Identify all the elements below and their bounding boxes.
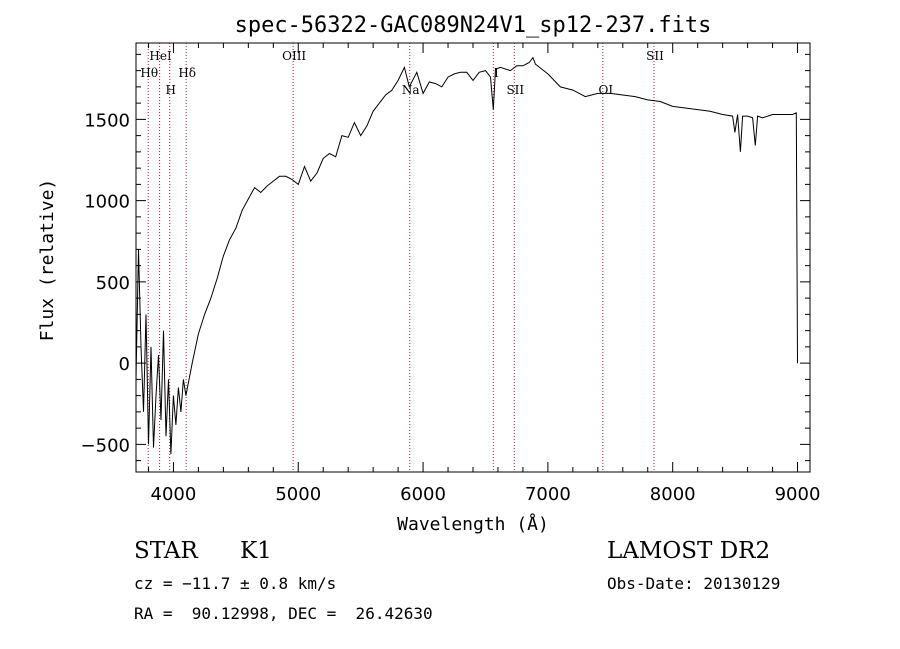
line-marker-label: Hδ — [178, 66, 196, 80]
line-marker-label: SII — [646, 49, 664, 63]
y-axis-label: Flux (relative) — [37, 179, 58, 342]
survey-label: LAMOST DR2 — [607, 538, 771, 564]
line-marker-label: HeI — [149, 49, 172, 63]
line-marker-label: Hθ — [140, 66, 158, 80]
line-marker-label: Na — [402, 83, 420, 97]
x-tick-label: 6000 — [400, 484, 446, 505]
y-tick-label: 1000 — [84, 192, 130, 213]
x-tick-label: 7000 — [525, 484, 571, 505]
line-marker-label: OI — [599, 83, 614, 97]
radec-text: RA = 90.12998, DEC = 26.42630 — [134, 604, 433, 623]
y-tick-label: 500 — [96, 273, 130, 294]
x-tick-label: 5000 — [275, 484, 321, 505]
line-marker-label: OIII — [282, 49, 306, 63]
x-tick-label: 9000 — [775, 484, 821, 505]
y-tick-label: 0 — [119, 354, 130, 375]
object-class: STAR — [134, 538, 198, 564]
redshift-text: cz = −11.7 ± 0.8 km/s — [134, 574, 337, 593]
x-tick-label: 4000 — [151, 484, 197, 505]
line-marker-label: H — [165, 83, 175, 97]
x-axis-label: Wavelength (Å) — [397, 513, 549, 535]
line-marker-label: SII — [506, 83, 524, 97]
chart-title: spec-56322-GAC089N24V1_sp12-237.fits — [235, 13, 712, 38]
obs-date-text: Obs-Date: 20130129 — [607, 574, 781, 593]
line-marker-label: I — [494, 66, 499, 80]
plot-frame — [135, 42, 811, 473]
y-tick-label: −500 — [81, 435, 130, 456]
y-tick-label: 1500 — [84, 110, 130, 131]
spectral-line-markers: Hθ HeI HHδ OIII Na SII SII I OI — [140, 43, 664, 472]
spectrum-series-line — [135, 56, 798, 455]
x-tick-label: 8000 — [650, 484, 696, 505]
axis-ticks: 4000 5000 6000 7000 8000 9000 −500 0 500 1000 1500 — [81, 43, 821, 505]
object-subclass: K1 — [240, 538, 272, 564]
